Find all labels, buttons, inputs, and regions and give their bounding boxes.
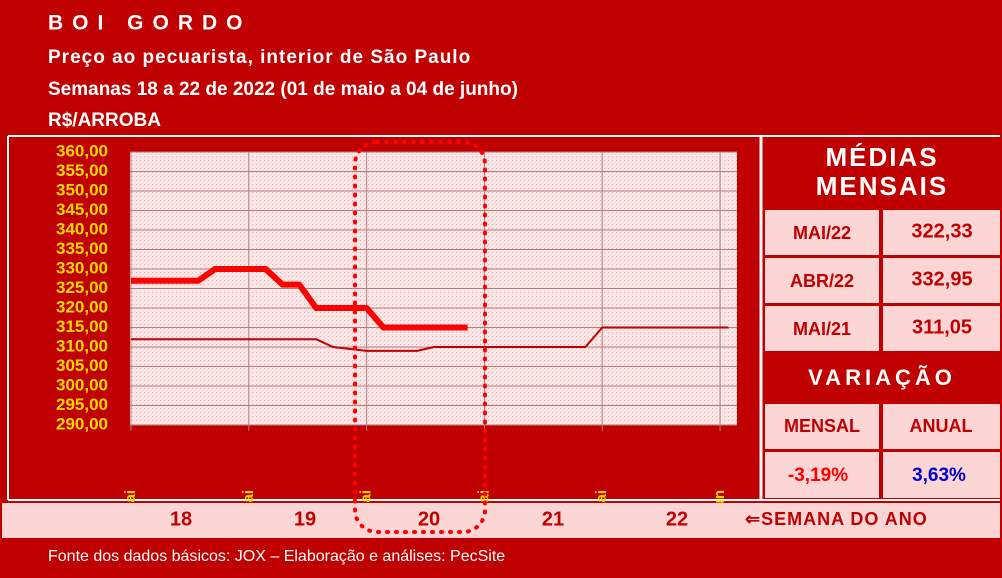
variation-header: ANUAL	[910, 416, 973, 436]
y-tick-label: 310,00	[56, 336, 108, 355]
panel-title-box	[765, 140, 1000, 206]
cell	[765, 452, 879, 498]
y-tick-label: 325,00	[56, 278, 108, 297]
panel-title-box	[765, 355, 1000, 401]
y-tick-label: 315,00	[56, 317, 108, 336]
y-tick-label: 345,00	[56, 200, 108, 219]
subtitle: Preço ao pecuarista, interior de São Pau…	[48, 47, 471, 68]
week-label: 21	[542, 508, 564, 530]
y-tick-label: 360,00	[56, 141, 108, 160]
variation-value: 3,63%	[912, 465, 966, 486]
subtitle: Semanas 18 a 22 de 2022 (01 de maio a 04…	[48, 79, 518, 100]
weeks: 18 19 20 21 22	[170, 508, 688, 530]
month-average: 311,05	[912, 316, 972, 338]
y-tick-label: 355,00	[56, 161, 108, 180]
month-label: MAI/21	[793, 319, 851, 339]
month-label: ABR/22	[790, 271, 854, 291]
cell	[765, 306, 879, 351]
week-label: 19	[294, 508, 316, 530]
month-average: 332,95	[911, 268, 972, 290]
weeks-caption: ⇐SEMANA DO ANO	[745, 509, 928, 529]
y-tick-label: 295,00	[56, 395, 108, 414]
cell	[883, 210, 1000, 255]
unit: R$/ARROBA	[48, 110, 161, 131]
highlight	[353, 140, 487, 534]
y-tick-label: 305,00	[56, 356, 108, 375]
title: BOI GORDO	[48, 12, 252, 35]
week-label: 18	[170, 508, 192, 530]
month-average: 322,33	[911, 220, 972, 242]
variation-header: MENSAL	[784, 416, 860, 436]
variation-title: VARIAÇÃO	[808, 365, 956, 390]
variation-value: -3,19%	[788, 465, 848, 486]
line	[131, 326, 729, 352]
y-tick-label: 350,00	[56, 180, 108, 199]
week-label: 20	[418, 508, 440, 530]
averages-title: MÉDIAS MENSAIS	[816, 142, 948, 201]
cell	[765, 210, 879, 255]
cell	[883, 404, 1000, 449]
footer: Fonte dos dados básicos: JOX – Elaboraçã…	[48, 548, 505, 565]
y-tick-label: 290,00	[56, 414, 108, 433]
week-label: 22	[666, 508, 688, 530]
y-tick-label: 340,00	[56, 219, 108, 238]
y-tick-label: 335,00	[56, 239, 108, 258]
cell	[883, 452, 1000, 498]
y-tick-label: 330,00	[56, 258, 108, 277]
month-label: MAI/22	[793, 223, 851, 243]
line	[131, 266, 468, 331]
cell	[883, 306, 1000, 351]
cell	[765, 258, 879, 303]
cell	[765, 404, 879, 449]
y-tick-label: 300,00	[56, 375, 108, 394]
averages-table: MAI/22 322,33 ABR/22 332,95 MAI/21 311,05	[765, 210, 1000, 351]
y-tick-label: 320,00	[56, 297, 108, 316]
cell	[883, 258, 1000, 303]
weeks-row	[2, 503, 1000, 538]
